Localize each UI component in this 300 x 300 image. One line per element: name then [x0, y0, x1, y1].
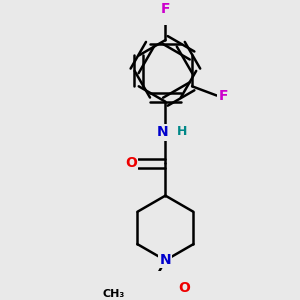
Text: N: N — [160, 253, 171, 267]
Text: CH₃: CH₃ — [102, 289, 125, 299]
Text: O: O — [178, 281, 190, 295]
Text: N: N — [157, 125, 169, 140]
Text: F: F — [160, 2, 170, 16]
Text: H: H — [177, 125, 187, 138]
Text: O: O — [125, 156, 137, 170]
Text: F: F — [218, 88, 228, 103]
